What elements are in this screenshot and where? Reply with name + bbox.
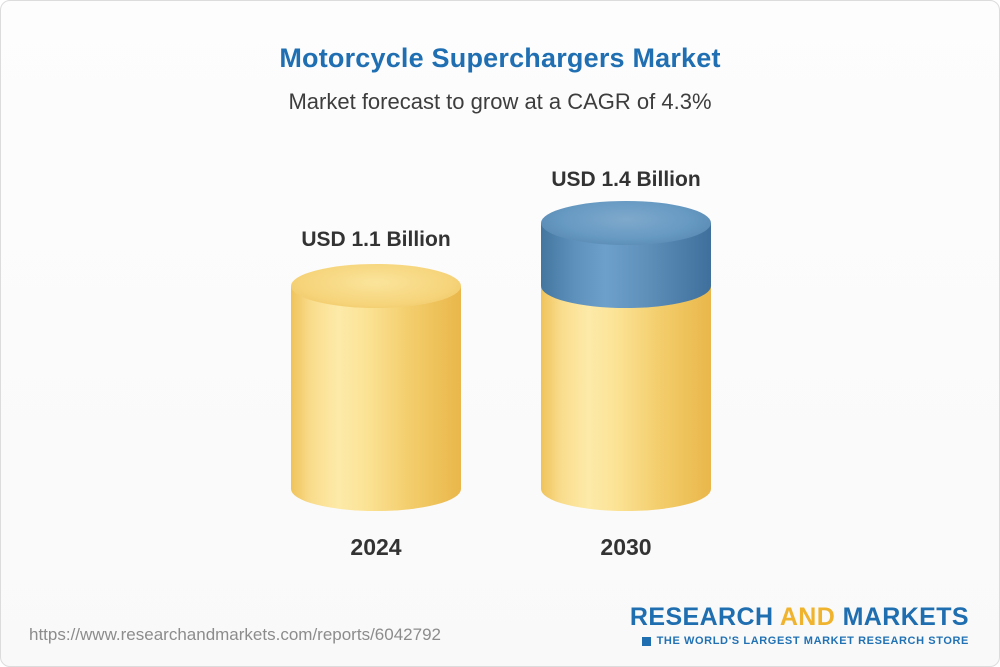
bar-2024-bottom-curve (291, 467, 461, 511)
value-label-2030: USD 1.4 Billion (551, 168, 701, 191)
page-subtitle: Market forecast to grow at a CAGR of 4.3… (288, 89, 712, 114)
logo-tagline-row: THE WORLD'S LARGEST MARKET RESEARCH STOR… (630, 635, 969, 647)
logo-wordmark: RESEARCH AND MARKETS (630, 603, 969, 632)
x-axis-label-2030: 2030 (600, 534, 652, 560)
bar-2024-top-ellipse (291, 264, 461, 308)
value-label-2024: USD 1.1 Billion (301, 228, 451, 251)
x-axis-label-2024: 2024 (350, 534, 402, 560)
logo-word-research: RESEARCH (629, 603, 774, 631)
bar-2030-cylinder (541, 201, 711, 511)
page-title: Motorcycle Superchargers Market (279, 43, 721, 73)
logo-tagline: THE WORLD'S LARGEST MARKET RESEARCH STOR… (656, 635, 969, 647)
bar-2024-cylinder (291, 264, 461, 511)
logo-word-markets: MARKETS (842, 603, 969, 631)
bar-2024-body (291, 286, 461, 489)
logo-word-and: AND (779, 603, 836, 631)
bar-2030-bottom-curve (541, 467, 711, 511)
bar-2030-base-segment (541, 286, 711, 489)
researchandmarkets-logo: RESEARCH AND MARKETS THE WORLD'S LARGEST… (630, 603, 969, 647)
footer-url: https://www.researchandmarkets.com/repor… (29, 625, 441, 644)
bar-2030-top-ellipse (541, 201, 711, 245)
logo-square-icon (641, 636, 651, 646)
